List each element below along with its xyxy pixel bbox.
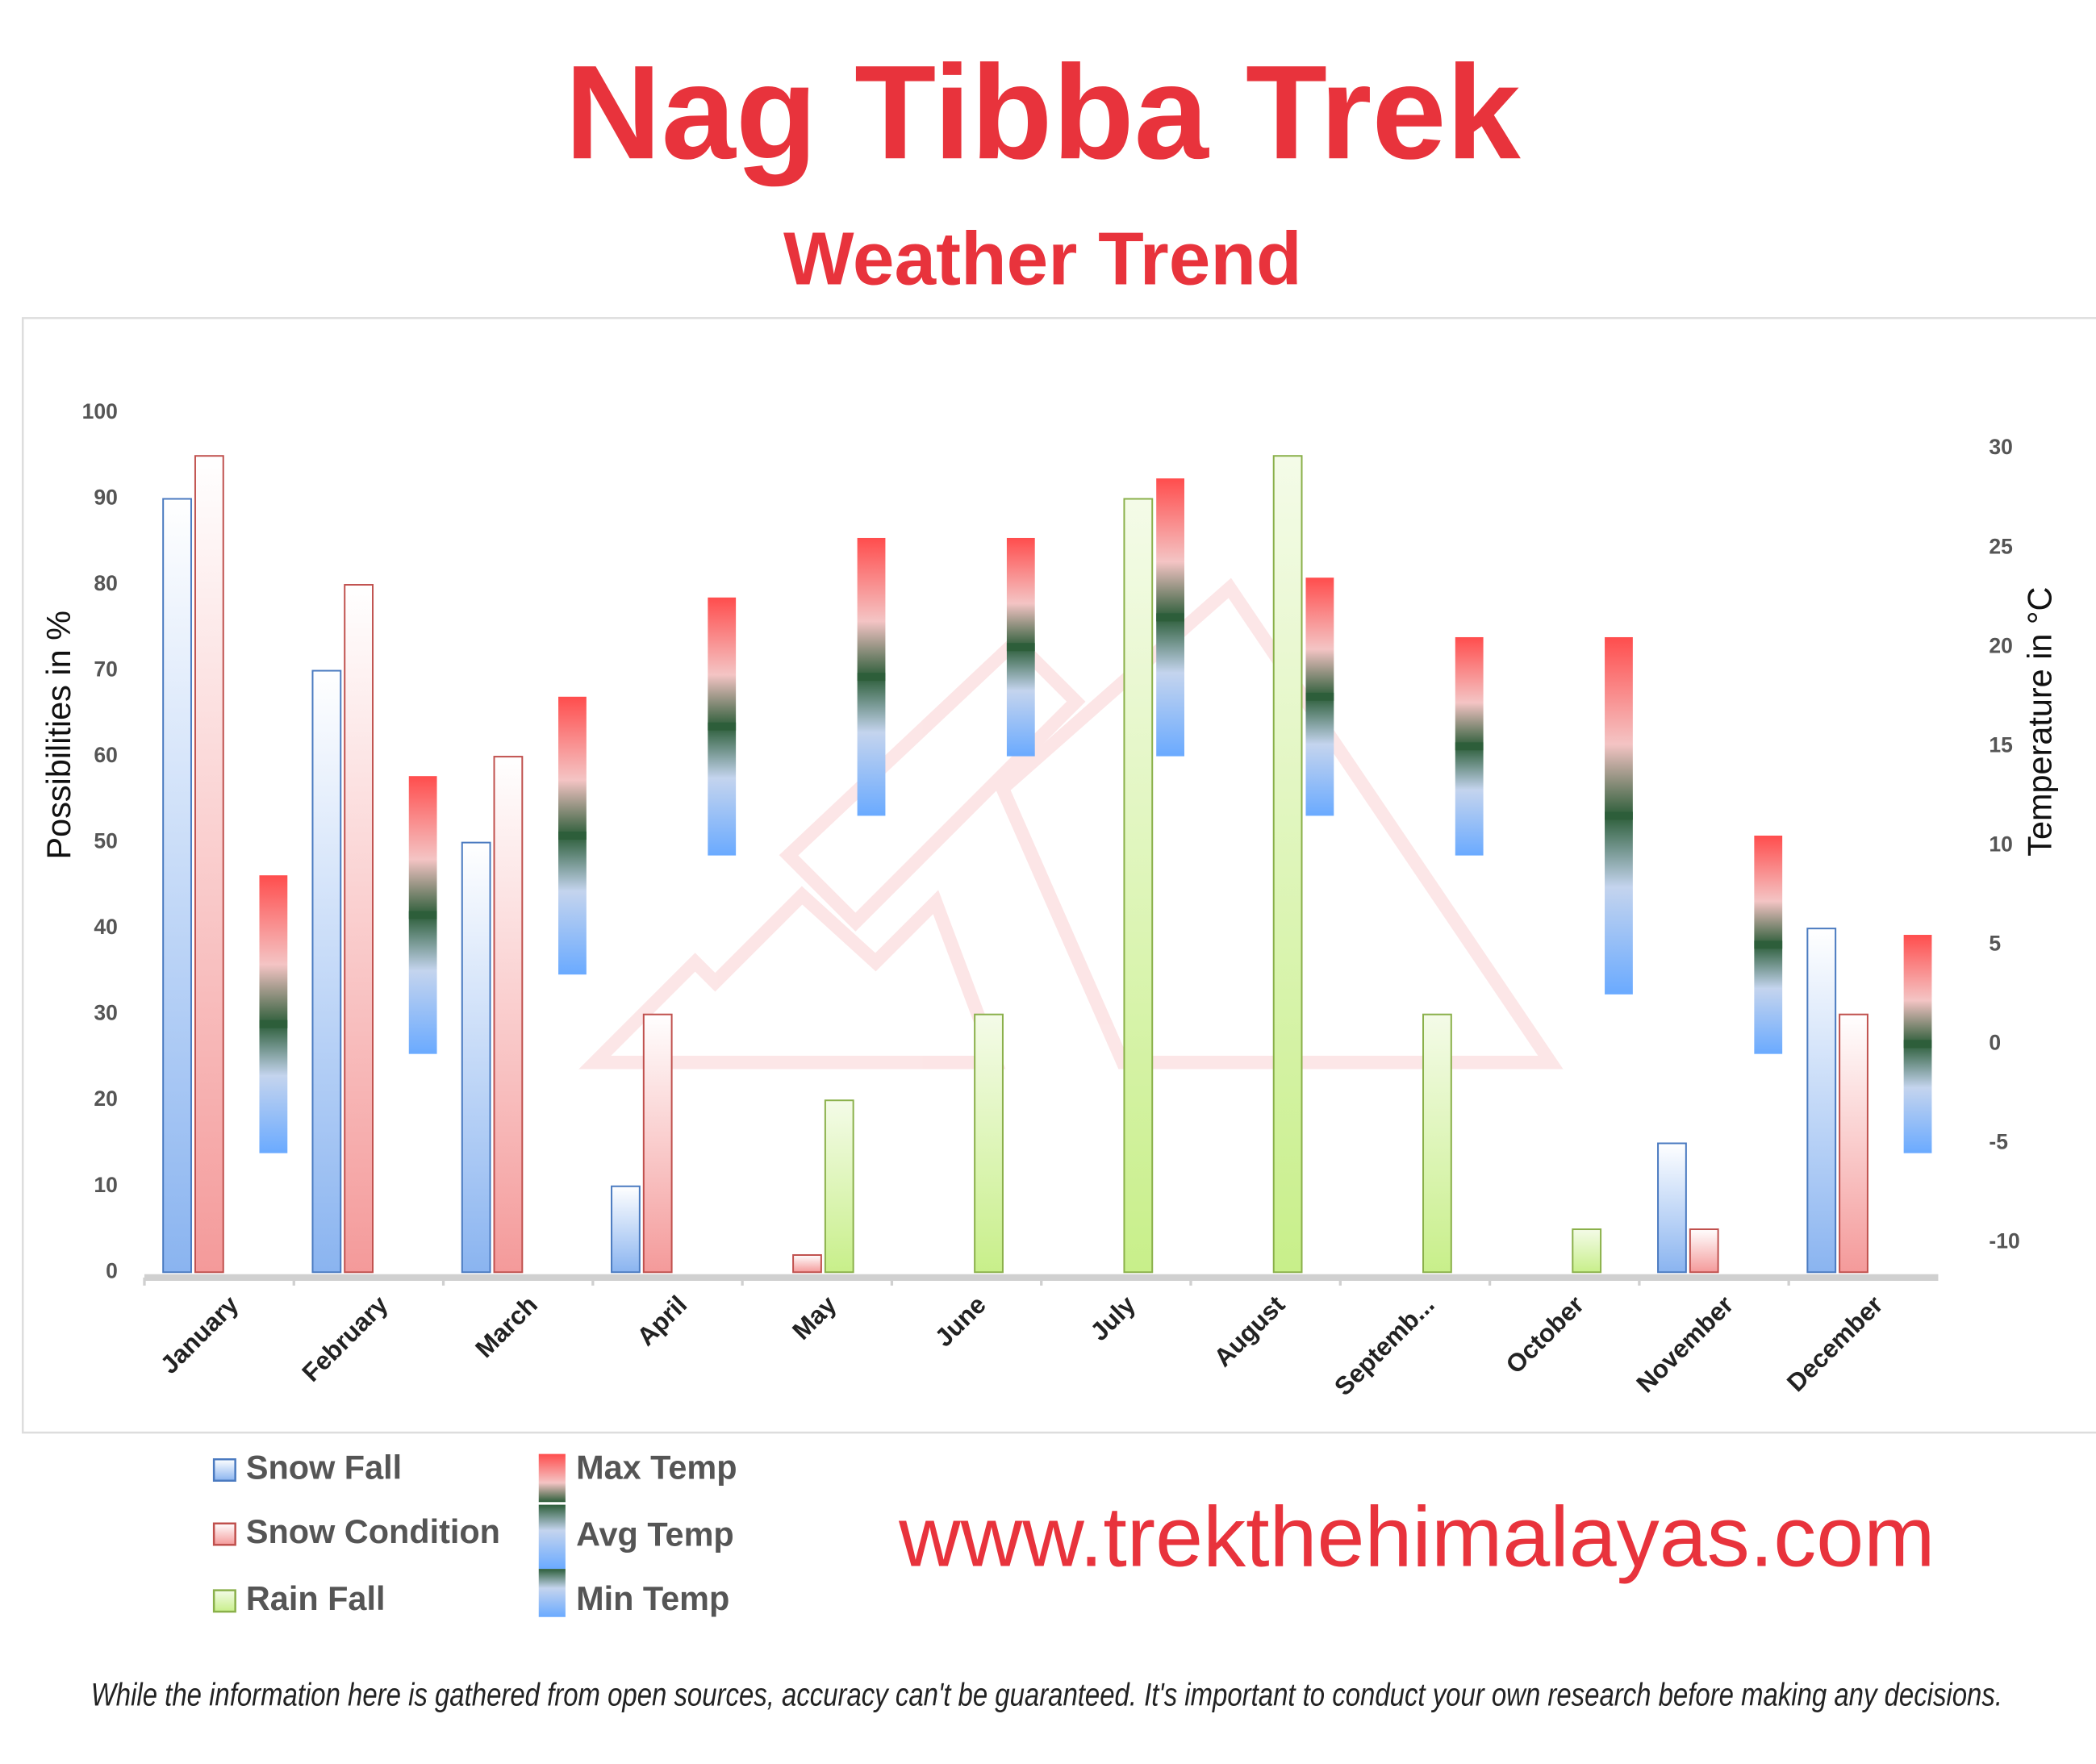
y-tick-label: 90 xyxy=(94,485,117,509)
y-tick-label: 70 xyxy=(94,657,117,682)
x-tick-label: August xyxy=(1209,1290,1291,1372)
bar xyxy=(1572,1228,1602,1274)
max-temp-bar xyxy=(1605,636,1633,816)
x-tick-label: March xyxy=(470,1291,543,1363)
y-tick-label: 50 xyxy=(94,829,117,853)
legend-swatch xyxy=(212,1589,236,1613)
y-tick-label: 30 xyxy=(94,1001,117,1025)
x-tick-label: June xyxy=(929,1291,992,1353)
legend-label: Rain Fall xyxy=(246,1580,386,1617)
min-temp-bar xyxy=(708,726,737,856)
x-tick-label: December xyxy=(1781,1291,1888,1397)
max-temp-bar xyxy=(1455,636,1484,747)
max-temp-bar xyxy=(1305,578,1334,697)
bar xyxy=(1123,498,1154,1274)
min-temp-bar xyxy=(1156,617,1184,757)
max-temp-bar xyxy=(708,597,737,727)
max-temp-bar xyxy=(1754,836,1783,945)
bar xyxy=(194,455,224,1274)
y-tick-label: 80 xyxy=(94,571,117,595)
max-temp-bar xyxy=(408,776,437,915)
y-tick-label: 60 xyxy=(94,743,117,767)
legend-label: Snow Condition xyxy=(246,1513,500,1550)
min-temp-bar xyxy=(1903,1044,1932,1153)
disclaimer: While the information here is gathered f… xyxy=(91,1678,2002,1713)
bar xyxy=(1806,928,1837,1274)
legend-label: Min Temp xyxy=(576,1580,729,1617)
max-temp-bar xyxy=(1903,935,1932,1045)
bar xyxy=(162,498,192,1274)
y-tick-label: 0 xyxy=(106,1258,118,1282)
bar xyxy=(1657,1142,1687,1274)
bar xyxy=(1272,455,1303,1274)
min-temp-bar xyxy=(1006,647,1035,757)
y2-tick-label: 15 xyxy=(1989,732,2012,757)
x-tick-label: April xyxy=(632,1291,692,1351)
y2-tick-label: 0 xyxy=(1989,1030,2001,1054)
max-temp-bar xyxy=(1006,537,1035,648)
max-temp-bar xyxy=(1156,478,1184,618)
y2-axis-title: Temperature in °C xyxy=(2022,587,2059,857)
website: www.trekthehimalayas.com xyxy=(898,1490,1935,1585)
bar xyxy=(461,841,491,1274)
min-temp-bar xyxy=(1455,746,1484,856)
max-temp-bar xyxy=(558,696,587,836)
x-tick-label: November xyxy=(1631,1291,1739,1399)
y-tick-label: 20 xyxy=(94,1086,117,1111)
y2-tick-label: 20 xyxy=(1989,633,2012,657)
min-temp-bar xyxy=(408,915,437,1054)
min-temp-bar xyxy=(1754,945,1783,1054)
bar xyxy=(642,1013,673,1274)
bar xyxy=(1422,1013,1452,1274)
min-temp-bar xyxy=(1605,815,1633,995)
min-temp-bar xyxy=(259,1024,288,1153)
bar xyxy=(311,669,342,1274)
max-temp-bar xyxy=(857,537,886,678)
bar xyxy=(611,1185,641,1274)
bar xyxy=(344,584,374,1274)
x-tick-label: February xyxy=(297,1290,394,1387)
bar xyxy=(493,756,524,1274)
y2-tick-label: -10 xyxy=(1989,1228,2019,1253)
x-tick-label: January xyxy=(155,1290,244,1378)
chart-frame xyxy=(21,317,2096,1434)
bar xyxy=(824,1099,854,1274)
legend-swatch xyxy=(212,1522,236,1546)
legend-swatch xyxy=(538,1569,566,1617)
y-tick-label: 40 xyxy=(94,915,117,939)
x-tick-label: October xyxy=(1501,1291,1589,1379)
y2-tick-label: 30 xyxy=(1989,435,2012,459)
bar xyxy=(1689,1228,1719,1274)
legend-label: Max Temp xyxy=(576,1449,737,1486)
x-tick-label: Septemb... xyxy=(1329,1291,1439,1401)
y2-tick-label: 25 xyxy=(1989,534,2012,558)
min-temp-bar xyxy=(857,677,886,816)
max-temp-bar xyxy=(259,875,288,1024)
y2-tick-label: 10 xyxy=(1989,832,2012,856)
bar xyxy=(1839,1013,1868,1274)
y2-tick-label: -5 xyxy=(1989,1129,2008,1153)
chart-title: Nag Tibba Trek xyxy=(565,38,1521,187)
legend-swatch xyxy=(212,1458,236,1482)
min-temp-bar xyxy=(558,836,587,975)
legend-swatch xyxy=(538,1504,566,1570)
y-tick-label: 10 xyxy=(94,1173,117,1197)
legend-swatch xyxy=(538,1453,566,1503)
bar xyxy=(792,1253,822,1274)
x-tick-label: July xyxy=(1085,1290,1142,1346)
y2-tick-label: 5 xyxy=(1989,931,2001,955)
y-tick-label: 100 xyxy=(82,399,118,423)
min-temp-bar xyxy=(1305,696,1334,816)
bar xyxy=(974,1013,1004,1274)
watermark xyxy=(578,578,1564,1070)
legend-label: Snow Fall xyxy=(246,1449,402,1486)
x-tick-label: May xyxy=(787,1290,841,1345)
y-axis-title: Possibilities in % xyxy=(40,611,77,859)
legend-label: Avg Temp xyxy=(576,1516,734,1553)
chart-subtitle: Weather Trend xyxy=(783,217,1302,301)
